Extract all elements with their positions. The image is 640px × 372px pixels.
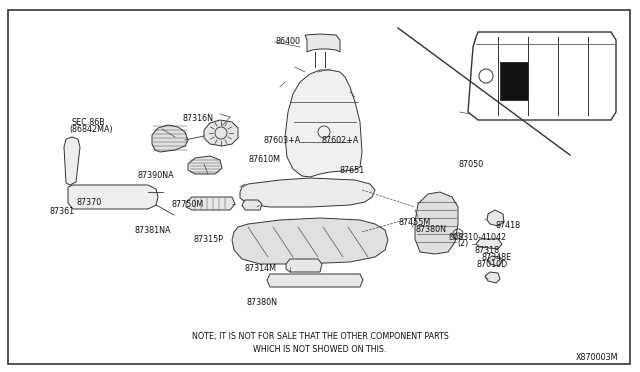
Text: 87315P: 87315P [194, 235, 224, 244]
Bar [500, 62, 528, 100]
Text: 87603+A: 87603+A [264, 136, 301, 145]
Polygon shape [240, 178, 375, 207]
Text: ß08310-41042: ß08310-41042 [448, 233, 506, 242]
Text: 87380N: 87380N [246, 298, 277, 307]
Text: 87380N: 87380N [416, 225, 447, 234]
Polygon shape [68, 185, 158, 209]
Polygon shape [64, 137, 80, 185]
Polygon shape [476, 239, 502, 249]
Polygon shape [305, 34, 340, 52]
Polygon shape [152, 125, 188, 152]
Text: 86400: 86400 [275, 37, 300, 46]
Polygon shape [415, 192, 458, 254]
Text: 87370: 87370 [77, 198, 102, 207]
Polygon shape [485, 272, 500, 283]
Text: NOTE; IT IS NOT FOR SALE THAT THE OTHER COMPONENT PARTS: NOTE; IT IS NOT FOR SALE THAT THE OTHER … [191, 333, 449, 341]
Polygon shape [188, 156, 222, 174]
Text: (86842MA): (86842MA) [69, 125, 113, 134]
Polygon shape [267, 274, 363, 287]
Text: 87314M: 87314M [244, 264, 276, 273]
Text: 87418: 87418 [496, 221, 521, 230]
Text: 87602+A: 87602+A [321, 136, 358, 145]
Text: 87316N: 87316N [182, 114, 213, 123]
Polygon shape [204, 120, 238, 146]
Text: 87610M: 87610M [248, 155, 280, 164]
Text: (2): (2) [457, 239, 468, 248]
Polygon shape [286, 259, 322, 272]
Text: 87361: 87361 [50, 207, 75, 216]
Polygon shape [487, 210, 504, 226]
Polygon shape [186, 197, 235, 210]
Text: 87348E: 87348E [481, 253, 511, 262]
Polygon shape [232, 218, 388, 264]
Text: SEC.86B: SEC.86B [72, 118, 106, 126]
Polygon shape [285, 70, 362, 177]
Polygon shape [468, 32, 616, 120]
Text: 87390NA: 87390NA [138, 171, 174, 180]
Text: 87651: 87651 [339, 166, 364, 174]
Polygon shape [487, 256, 502, 266]
Text: 87010D: 87010D [477, 260, 508, 269]
Text: 87455M: 87455M [398, 218, 430, 227]
Text: 87050: 87050 [459, 160, 484, 169]
Polygon shape [242, 200, 262, 210]
Text: WHICH IS NOT SHOWED ON THIS.: WHICH IS NOT SHOWED ON THIS. [253, 346, 387, 355]
Text: 87750M: 87750M [172, 200, 204, 209]
Text: 87381NA: 87381NA [134, 226, 171, 235]
Text: 87318: 87318 [475, 246, 500, 255]
Text: S: S [456, 231, 460, 237]
Text: X870003M: X870003M [575, 353, 618, 362]
